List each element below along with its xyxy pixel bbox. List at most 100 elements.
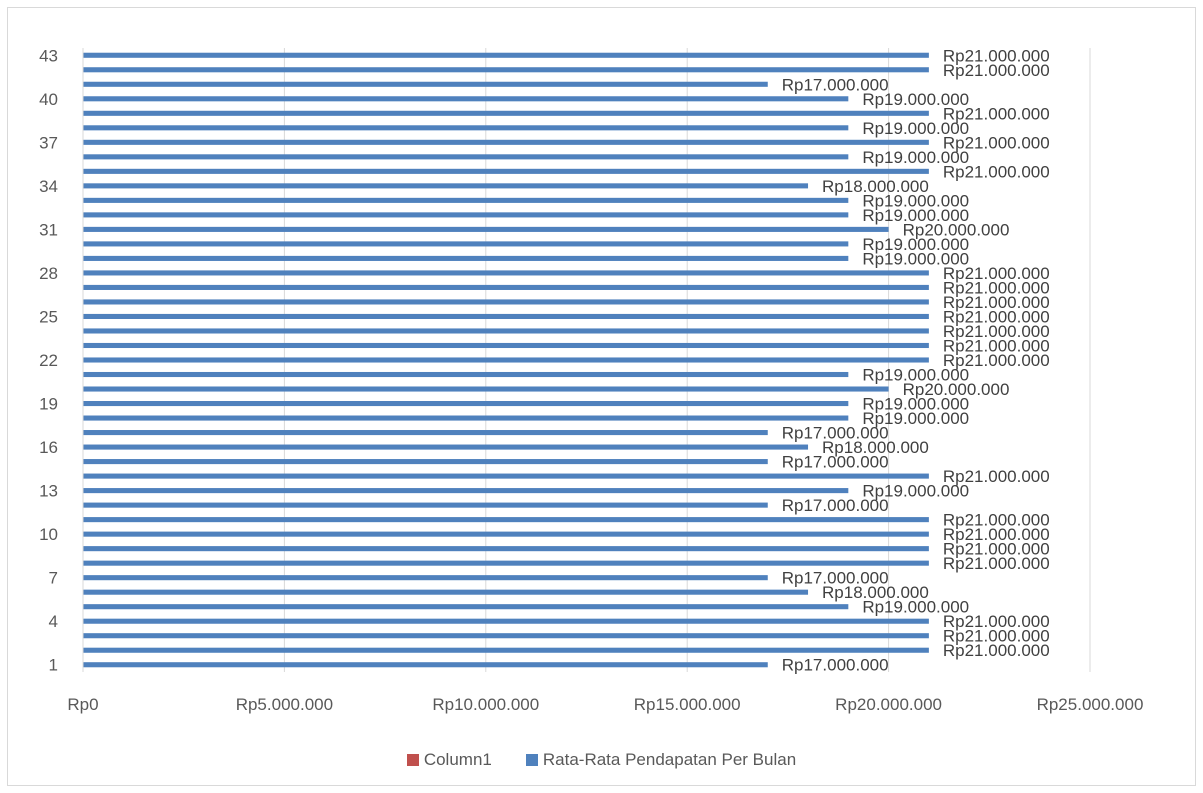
- y-tick-label: 13: [39, 482, 58, 501]
- bar: [83, 299, 929, 305]
- data-label: Rp19.000.000: [862, 249, 969, 268]
- data-label: Rp21.000.000: [943, 351, 1050, 370]
- data-label: Rp21.000.000: [943, 278, 1050, 297]
- data-label: Rp21.000.000: [943, 264, 1050, 283]
- bar: [83, 284, 929, 290]
- data-label: Rp17.000.000: [782, 75, 889, 94]
- data-label: Rp19.000.000: [862, 366, 969, 385]
- y-tick-label: 37: [39, 133, 58, 152]
- bar: [83, 67, 929, 73]
- bar: [83, 430, 768, 436]
- bar: [83, 52, 929, 58]
- data-label: Rp21.000.000: [943, 46, 1050, 65]
- bar: [83, 488, 849, 494]
- bar: [83, 371, 849, 378]
- y-tick-label: 34: [39, 177, 58, 196]
- data-label: Rp19.000.000: [862, 409, 969, 428]
- bar: [83, 589, 809, 595]
- data-label: Rp21.000.000: [943, 133, 1050, 152]
- legend-item-column1: Column1: [406, 750, 492, 770]
- x-tick-label: Rp0: [67, 695, 98, 714]
- data-label: Rp19.000.000: [862, 191, 969, 210]
- data-label: Rp17.000.000: [782, 656, 889, 675]
- bar: [83, 270, 929, 276]
- data-label: Rp21.000.000: [943, 307, 1050, 326]
- data-label: Rp19.000.000: [862, 598, 969, 617]
- bar: [83, 241, 849, 247]
- bar: [83, 125, 849, 131]
- bar: [83, 662, 768, 668]
- bar: [83, 342, 929, 349]
- bar: [83, 154, 849, 160]
- bar: [83, 633, 929, 639]
- y-tick-label: 1: [49, 656, 58, 675]
- x-tick-label: Rp15.000.000: [634, 695, 741, 714]
- legend-swatch-column1: [406, 754, 419, 766]
- data-label: Rp19.000.000: [862, 119, 969, 138]
- bar: [83, 459, 768, 465]
- y-tick-label: 22: [39, 351, 58, 370]
- bar: [83, 313, 929, 320]
- bar: [83, 168, 929, 174]
- data-label: Rp21.000.000: [943, 511, 1050, 530]
- data-label: Rp19.000.000: [862, 235, 969, 254]
- bar: [83, 618, 929, 624]
- data-label: Rp17.000.000: [782, 424, 889, 443]
- bar: [83, 531, 929, 537]
- data-label: Rp19.000.000: [862, 482, 969, 501]
- bar: [83, 400, 849, 407]
- legend-swatch-income: [525, 754, 538, 766]
- bar: [83, 502, 768, 508]
- bar: [83, 139, 929, 145]
- y-tick-label: 31: [39, 220, 58, 239]
- data-label: Rp19.000.000: [862, 206, 969, 225]
- bar: [83, 110, 929, 116]
- y-tick-label: 7: [49, 569, 58, 588]
- data-label: Rp21.000.000: [943, 293, 1050, 312]
- data-label: Rp21.000.000: [943, 641, 1050, 660]
- y-tick-label: 28: [39, 264, 58, 283]
- data-label: Rp21.000.000: [943, 467, 1050, 486]
- data-label: Rp21.000.000: [943, 322, 1050, 341]
- bar: [83, 575, 768, 581]
- data-label: Rp18.000.000: [822, 583, 929, 602]
- data-label: Rp19.000.000: [862, 148, 969, 167]
- legend-label-column1: Column1: [423, 750, 492, 769]
- bar: [83, 473, 929, 479]
- legend-item-income: Rata-Rata Pendapatan Per Bulan: [525, 750, 796, 770]
- data-label: Rp21.000.000: [943, 540, 1050, 559]
- bar: [83, 546, 929, 552]
- data-label: Rp20.000.000: [903, 380, 1010, 399]
- bar: [83, 96, 849, 102]
- data-label: Rp21.000.000: [943, 162, 1050, 181]
- data-label: Rp21.000.000: [943, 554, 1050, 573]
- y-tick-label: 4: [49, 612, 58, 631]
- bar: [83, 81, 768, 87]
- data-label: Rp21.000.000: [943, 336, 1050, 355]
- bar: [83, 604, 849, 610]
- bar: [83, 212, 849, 218]
- x-tick-label: Rp20.000.000: [835, 695, 942, 714]
- chart-frame: [7, 7, 1196, 786]
- data-label: Rp17.000.000: [782, 453, 889, 472]
- y-tick-label: 19: [39, 395, 58, 414]
- legend: Column1 Rata-Rata Pendapatan Per Bulan: [0, 750, 1203, 770]
- data-label: Rp21.000.000: [943, 61, 1050, 80]
- data-label: Rp19.000.000: [862, 90, 969, 109]
- y-tick-label: 10: [39, 525, 58, 544]
- bar: [83, 444, 809, 450]
- bar: [83, 226, 889, 232]
- data-label: Rp21.000.000: [943, 525, 1050, 544]
- bar: [83, 197, 849, 203]
- bar: [83, 386, 889, 392]
- x-tick-label: Rp10.000.000: [432, 695, 539, 714]
- data-label: Rp21.000.000: [943, 104, 1050, 123]
- x-tick-label: Rp5.000.000: [236, 695, 333, 714]
- bar: [83, 415, 849, 421]
- data-label: Rp18.000.000: [822, 177, 929, 196]
- data-label: Rp21.000.000: [943, 627, 1050, 646]
- bar: [83, 517, 929, 523]
- bar: [83, 647, 929, 653]
- data-label: Rp17.000.000: [782, 496, 889, 515]
- data-label: Rp20.000.000: [903, 220, 1010, 239]
